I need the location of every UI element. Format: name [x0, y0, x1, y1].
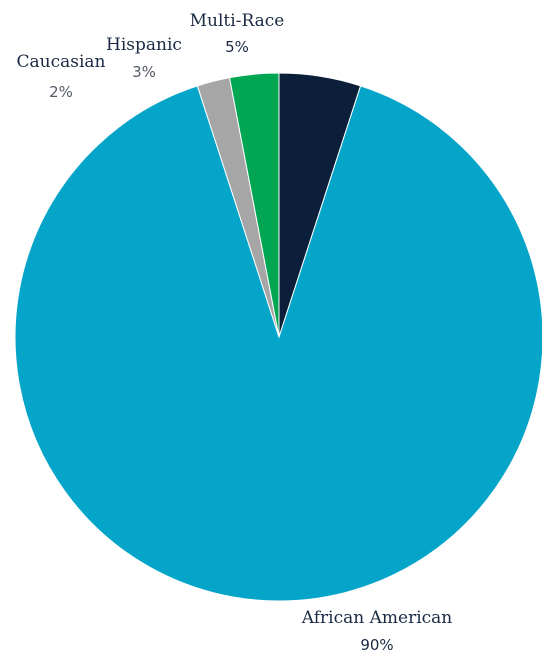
- slice-value-hispanic: 3%: [132, 63, 156, 81]
- pie-slice-african-american: [14, 85, 542, 602]
- slice-value-caucasian: 2%: [49, 83, 73, 101]
- pie-slices: [14, 72, 542, 602]
- slice-label-caucasian: Caucasian: [17, 52, 106, 72]
- pie-slice-hispanic: [228, 72, 280, 338]
- slice-value-multi-race: 5%: [225, 38, 249, 56]
- slice-label-african-american: African American: [301, 608, 453, 628]
- pie-labels: Multi-Race 5% African American 90% Caucasian…: [17, 11, 453, 654]
- slice-label-multi-race: Multi-Race: [190, 11, 285, 31]
- slice-value-african-american: 90%: [360, 636, 393, 654]
- slice-label-hispanic: Hispanic: [106, 35, 182, 55]
